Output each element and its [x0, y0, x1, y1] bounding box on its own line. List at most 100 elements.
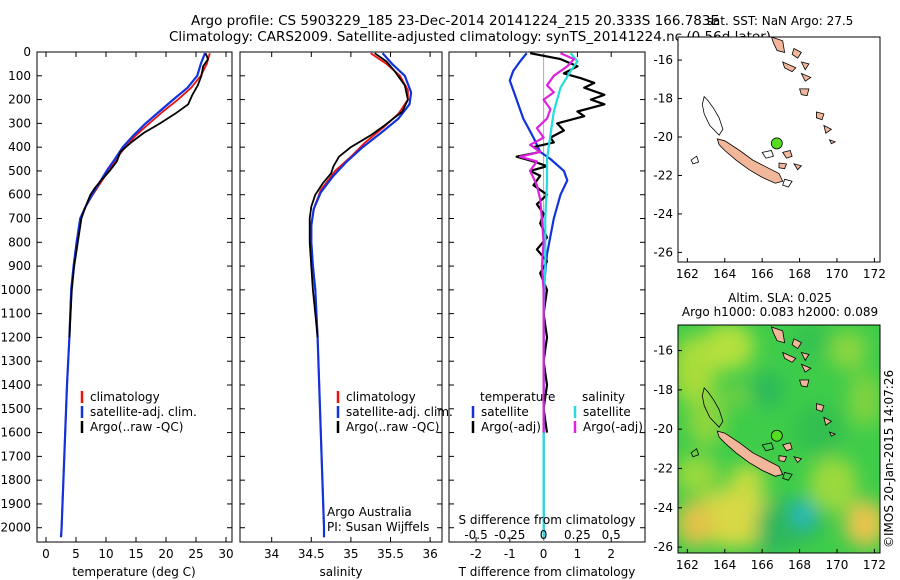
argo-position-marker — [770, 137, 783, 150]
depth-tick-label: 800 — [8, 235, 31, 249]
diff-legend-0-label: satellite — [481, 405, 529, 419]
temp-series-line-2 — [68, 52, 209, 338]
x-tick-label: 15 — [128, 547, 143, 561]
depth-tick-label: 600 — [8, 188, 31, 202]
sla-blob — [678, 454, 720, 495]
temperature-panel: 0100200300400500600700800900100011001200… — [0, 45, 233, 579]
x-tick-label: -2 — [470, 547, 482, 561]
sla-blob — [721, 383, 751, 408]
x-tick-label: 25 — [188, 547, 203, 561]
island-shape — [778, 455, 788, 463]
depth-tick-label: 1900 — [0, 497, 31, 511]
island-shape — [778, 162, 788, 170]
x-tick-label: 20 — [158, 547, 173, 561]
sla-blob — [687, 391, 725, 447]
sst-map-panel: 162 164 166 168 170 172 -16 -18 -20 -22 -24 -26 sat.… — [653, 14, 885, 281]
depth-tick-label: 0 — [23, 45, 31, 59]
plot-frame — [239, 51, 443, 543]
diff-legend-temp-title: temperature — [480, 390, 555, 404]
map-x-tick-label: 166 — [751, 267, 774, 281]
diff-legend-1-label: Argo(-adj) — [481, 420, 541, 434]
sla-blob — [848, 372, 880, 428]
sla-field — [678, 325, 880, 553]
argo-position-marker — [770, 429, 783, 442]
map-background — [678, 37, 880, 262]
map-frame — [677, 36, 881, 263]
map-x-tick-label: 172 — [863, 558, 886, 572]
sst-map-title: sat. SST: NaN Argo: 27.5 — [707, 14, 854, 28]
island-shape — [800, 61, 810, 71]
x-tick-label: 1 — [574, 547, 582, 561]
argo-australia-note: Argo Australia — [327, 505, 412, 519]
sla-blob — [792, 499, 815, 528]
sal-xlabel: salinity — [319, 565, 362, 579]
reef-outline — [761, 150, 774, 159]
island-shape — [816, 111, 825, 121]
island-shape — [793, 456, 803, 464]
map-x-tick-label: 170 — [826, 267, 849, 281]
depth-tick-label: 300 — [8, 116, 31, 130]
reef-outline — [690, 155, 700, 165]
x-tick-label: 36 — [422, 547, 437, 561]
depth-tick-label: 1800 — [0, 473, 31, 487]
map-x-tick-label: 164 — [713, 267, 736, 281]
sla-blob — [728, 464, 766, 496]
map-y-tick-label: -24 — [653, 501, 673, 515]
diff-series-line-2 — [542, 52, 579, 538]
island-shape — [716, 138, 784, 184]
sla-blob — [844, 499, 880, 548]
island-shape — [791, 338, 802, 350]
diff-top-tick-label: -0.5 — [464, 528, 487, 542]
island-shape — [799, 379, 810, 388]
depth-tick-label: 1000 — [0, 283, 31, 297]
diff-legend-sal-title: salinity — [582, 390, 625, 404]
salinity-panel: 34 34.5 35 35.5 36 climatologysatellite-adj. … — [239, 51, 453, 579]
map-x-tick-label: 168 — [788, 558, 811, 572]
x-tick-label: 35.5 — [377, 547, 404, 561]
map-y-tick-label: -16 — [653, 344, 673, 358]
title-line-2: Climatology: CARS2009. Satellite-adjuste… — [169, 29, 771, 45]
sla-map-title-2: Argo h1000: 0.083 h2000: 0.089 — [682, 305, 878, 319]
island-shape — [800, 351, 810, 362]
x-tick-label: 5 — [72, 547, 80, 561]
map-y-tick-label: -18 — [653, 92, 673, 106]
island-shape — [800, 72, 812, 82]
sla-blob — [793, 403, 843, 455]
diff-legend-3-label: Argo(-adj) — [583, 420, 643, 434]
depth-tick-label: 200 — [8, 93, 31, 107]
depth-tick-label: 1400 — [0, 378, 31, 392]
diff-series-line-1 — [515, 52, 606, 433]
temp-xlabel: temperature (deg C) — [72, 565, 195, 579]
map-x-tick-label: 164 — [713, 558, 736, 572]
sla-blob — [692, 488, 776, 548]
plot-frame — [448, 51, 646, 543]
island-shape — [782, 351, 797, 363]
map-x-tick-label: 162 — [676, 267, 699, 281]
map-x-tick-label: 162 — [676, 558, 699, 572]
x-tick-label: 2 — [607, 547, 615, 561]
sal-series-line-0 — [310, 52, 409, 538]
island-shape — [791, 47, 802, 59]
depth-tick-label: 100 — [8, 69, 31, 83]
sla-blob — [702, 325, 755, 371]
island-shape — [782, 61, 797, 73]
diff-top-xlabel: S difference from climatology — [459, 513, 636, 527]
map-frame — [677, 324, 881, 554]
map-y-tick-label: -26 — [653, 540, 673, 554]
diff-xlabel: T difference from climatology — [458, 565, 636, 579]
reef-outline — [701, 95, 724, 136]
temp-series-line-1 — [59, 52, 207, 538]
x-tick-label: 35 — [343, 547, 358, 561]
island-shape — [716, 430, 784, 477]
sla-map-title-1: Altim. SLA: 0.025 — [728, 291, 832, 305]
x-tick-label: -1 — [504, 547, 516, 561]
sal-legend-1-label: satellite-adj. clim. — [346, 405, 453, 419]
depth-tick-label: 1100 — [0, 307, 31, 321]
map-y-tick-label: -22 — [653, 461, 673, 475]
diff-top-tick-label: 0.25 — [564, 528, 591, 542]
island-shape — [823, 124, 833, 134]
sla-map-panel: 162 164 166 168 170 172 -16 -18 -20 -22 -24 -26 Alti… — [653, 291, 885, 572]
depth-tick-label: 900 — [8, 259, 31, 273]
